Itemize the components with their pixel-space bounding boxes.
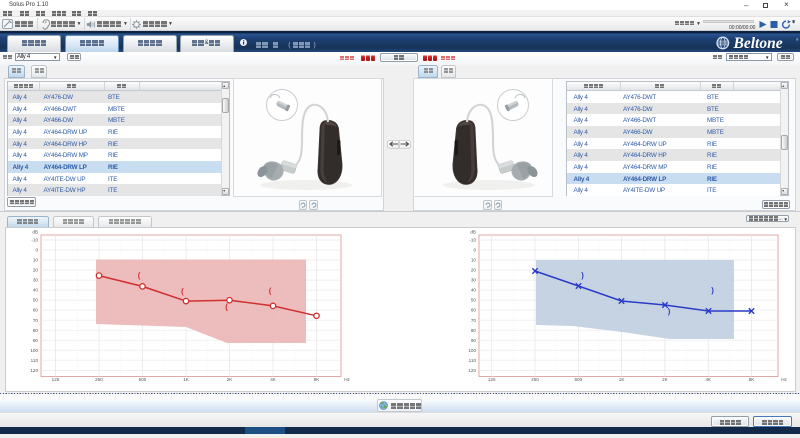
svg-text:125: 125 xyxy=(488,377,496,382)
svg-text:250: 250 xyxy=(531,377,539,382)
svg-text:90: 90 xyxy=(33,338,39,343)
svg-text:500: 500 xyxy=(574,377,582,382)
svg-text:): ) xyxy=(668,307,671,316)
svg-text:30: 30 xyxy=(471,278,477,283)
svg-text:500: 500 xyxy=(139,377,147,382)
svg-text:120: 120 xyxy=(468,368,476,373)
svg-text:70: 70 xyxy=(33,318,39,323)
svg-text:): ) xyxy=(711,286,714,295)
svg-text:2K: 2K xyxy=(662,377,669,382)
svg-text:60: 60 xyxy=(33,308,39,313)
svg-text:50: 50 xyxy=(33,298,39,303)
svg-text:(: ( xyxy=(225,302,228,311)
svg-text:40: 40 xyxy=(33,288,39,293)
svg-text:20: 20 xyxy=(33,268,39,273)
svg-text:60: 60 xyxy=(471,308,477,313)
svg-text:8K: 8K xyxy=(749,377,756,382)
svg-text:2K: 2K xyxy=(227,377,234,382)
svg-text:40: 40 xyxy=(471,288,477,293)
svg-text:-10: -10 xyxy=(31,238,38,243)
svg-text:4K: 4K xyxy=(705,377,712,382)
svg-text:4K: 4K xyxy=(270,377,277,382)
svg-text:Hz: Hz xyxy=(781,377,787,382)
svg-text:250: 250 xyxy=(95,377,103,382)
svg-text:0: 0 xyxy=(473,248,476,253)
svg-text:-10: -10 xyxy=(469,238,476,243)
svg-text:dB: dB xyxy=(470,230,476,235)
svg-text:): ) xyxy=(581,271,584,280)
svg-text:8K: 8K xyxy=(314,377,321,382)
svg-text:1K: 1K xyxy=(183,377,190,382)
svg-text:(: ( xyxy=(181,287,184,296)
svg-text:50: 50 xyxy=(471,298,477,303)
svg-text:120: 120 xyxy=(30,368,38,373)
svg-text:100: 100 xyxy=(468,348,476,353)
svg-text:80: 80 xyxy=(33,328,39,333)
svg-text:110: 110 xyxy=(31,358,39,363)
svg-text:90: 90 xyxy=(471,338,477,343)
svg-text:dB: dB xyxy=(32,230,38,235)
svg-text:30: 30 xyxy=(33,278,39,283)
svg-text:80: 80 xyxy=(471,328,477,333)
svg-text:0: 0 xyxy=(35,248,38,253)
svg-text:125: 125 xyxy=(52,377,60,382)
svg-text:10: 10 xyxy=(33,258,39,263)
svg-text:1K: 1K xyxy=(619,377,626,382)
svg-text:70: 70 xyxy=(471,318,477,323)
svg-text:Hz: Hz xyxy=(344,377,350,382)
svg-text:100: 100 xyxy=(30,348,38,353)
svg-text:10: 10 xyxy=(471,258,477,263)
svg-text:(: ( xyxy=(138,271,141,280)
svg-text:(: ( xyxy=(269,286,272,295)
svg-text:Beltone: Beltone xyxy=(733,35,783,51)
svg-text:110: 110 xyxy=(469,358,477,363)
svg-text:20: 20 xyxy=(471,268,477,273)
svg-text:®: ® xyxy=(796,38,799,42)
